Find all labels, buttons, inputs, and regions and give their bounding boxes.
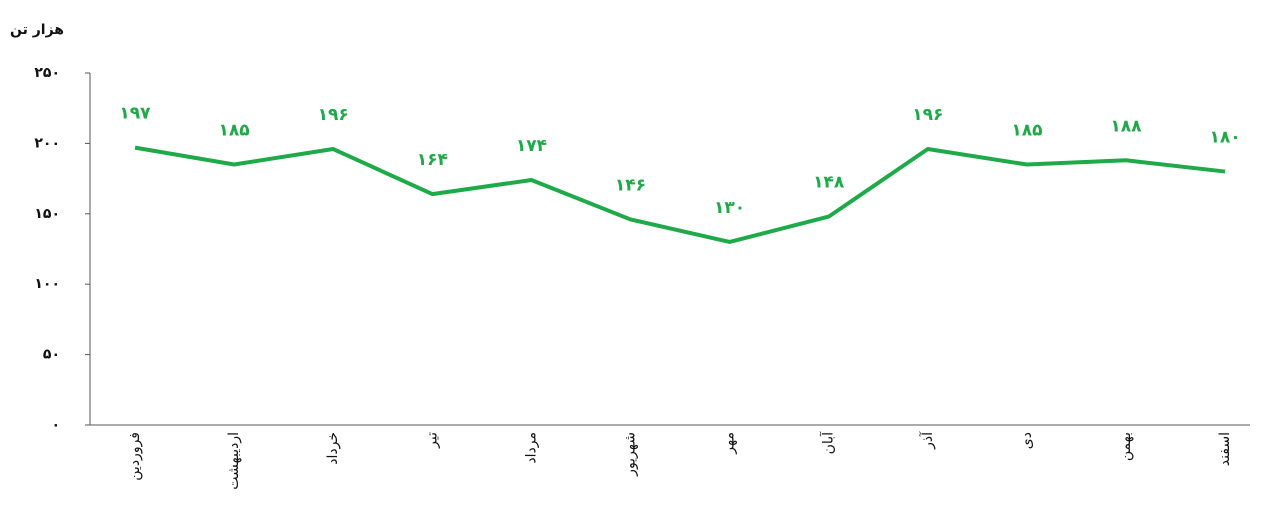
x-tick-label: شهریور [623, 432, 639, 477]
y-tick-label: ۱۵۰ [34, 206, 60, 222]
data-label: ۱۹۶ [912, 105, 943, 125]
data-label: ۱۸۵ [219, 121, 250, 141]
data-label: ۱۳۰ [714, 198, 745, 218]
x-tick-label: خرداد [325, 432, 341, 465]
data-label: ۱۷۴ [516, 136, 547, 156]
x-tick-label: اردیبهشت [226, 432, 242, 490]
x-tick-label: تیر [424, 432, 440, 449]
line [134, 145, 1226, 244]
x-tick-label: دی [1019, 432, 1035, 449]
y-tick-label: ۱۰۰ [34, 276, 60, 292]
x-tick-label: فروردین [127, 432, 143, 481]
y-tick-label: ۲۰۰ [34, 135, 60, 151]
y-tick-label: ۲۵۰ [34, 65, 60, 81]
data-label: ۱۸۵ [1011, 121, 1042, 141]
data-label: ۱۹۷ [119, 104, 151, 124]
data-label: ۱۸۰ [1210, 128, 1241, 148]
x-tick-label: بهمن [1118, 432, 1134, 461]
y-axis-label: هزار تن [10, 22, 64, 38]
y-tick-label: ۰ [51, 417, 60, 433]
x-tick-label: آبان [820, 431, 837, 454]
x-tick-label: آذر [919, 431, 936, 450]
x-tick-label: اسفند [1217, 432, 1233, 466]
data-label: ۱۹۶ [318, 105, 349, 125]
data-label: ۱۴۸ [813, 173, 845, 193]
data-label: ۱۶۴ [417, 150, 448, 170]
y-tick-label: ۵۰ [43, 347, 60, 363]
data-label: ۱۸۸ [1110, 116, 1142, 136]
x-tick-label: مرداد [523, 432, 539, 464]
data-label: ۱۴۶ [615, 175, 646, 195]
x-tick-label: مهر [722, 432, 738, 455]
